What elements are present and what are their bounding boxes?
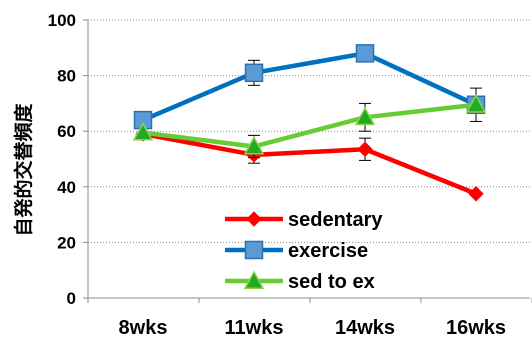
series-exercise <box>133 44 486 130</box>
data-point <box>244 63 264 83</box>
x-tick-label: 11wks <box>225 317 284 339</box>
legend-label: sed to ex <box>288 271 375 293</box>
data-point <box>355 44 375 63</box>
data-point <box>132 122 154 141</box>
data-point <box>468 186 484 202</box>
legend: sedentary exercise sed to ex <box>225 209 383 293</box>
x-tick-labels: 8wks 11wks 14wks 16wks <box>119 317 507 339</box>
legend-swatch-marker <box>246 211 262 227</box>
y-tick-label: 100 <box>48 11 76 30</box>
y-tick-label: 80 <box>57 67 76 86</box>
legend-item-sed-to-ex: sed to ex <box>225 270 375 293</box>
y-axis-label: 自発的交替頻度 <box>12 103 35 237</box>
x-tick-label: 8wks <box>119 317 168 339</box>
data-point <box>357 141 373 157</box>
series-sed-to-ex <box>132 94 487 159</box>
axes <box>83 19 532 303</box>
series-line <box>142 51 477 123</box>
legend-swatch-marker <box>244 240 264 260</box>
x-tick-label: 14wks <box>335 317 395 339</box>
legend-item-exercise: exercise <box>225 240 368 262</box>
y-tick-label: 20 <box>57 233 76 252</box>
y-tick-label: 60 <box>57 122 76 141</box>
x-tick-label: 16wks <box>446 317 506 339</box>
data-point <box>354 106 376 126</box>
data-point <box>465 94 487 113</box>
y-tick-label: 40 <box>57 178 76 197</box>
series-line <box>142 102 477 149</box>
legend-item-sedentary: sedentary <box>225 209 383 231</box>
y-tick-label: 0 <box>67 289 76 308</box>
series-layer <box>132 44 487 202</box>
legend-label: sedentary <box>288 209 383 231</box>
data-point <box>243 135 265 155</box>
series-line <box>142 131 477 196</box>
legend-label: exercise <box>288 240 368 262</box>
legend-swatch-marker <box>243 270 265 289</box>
y-tick-labels: 0 20 40 60 80 100 <box>48 11 76 308</box>
